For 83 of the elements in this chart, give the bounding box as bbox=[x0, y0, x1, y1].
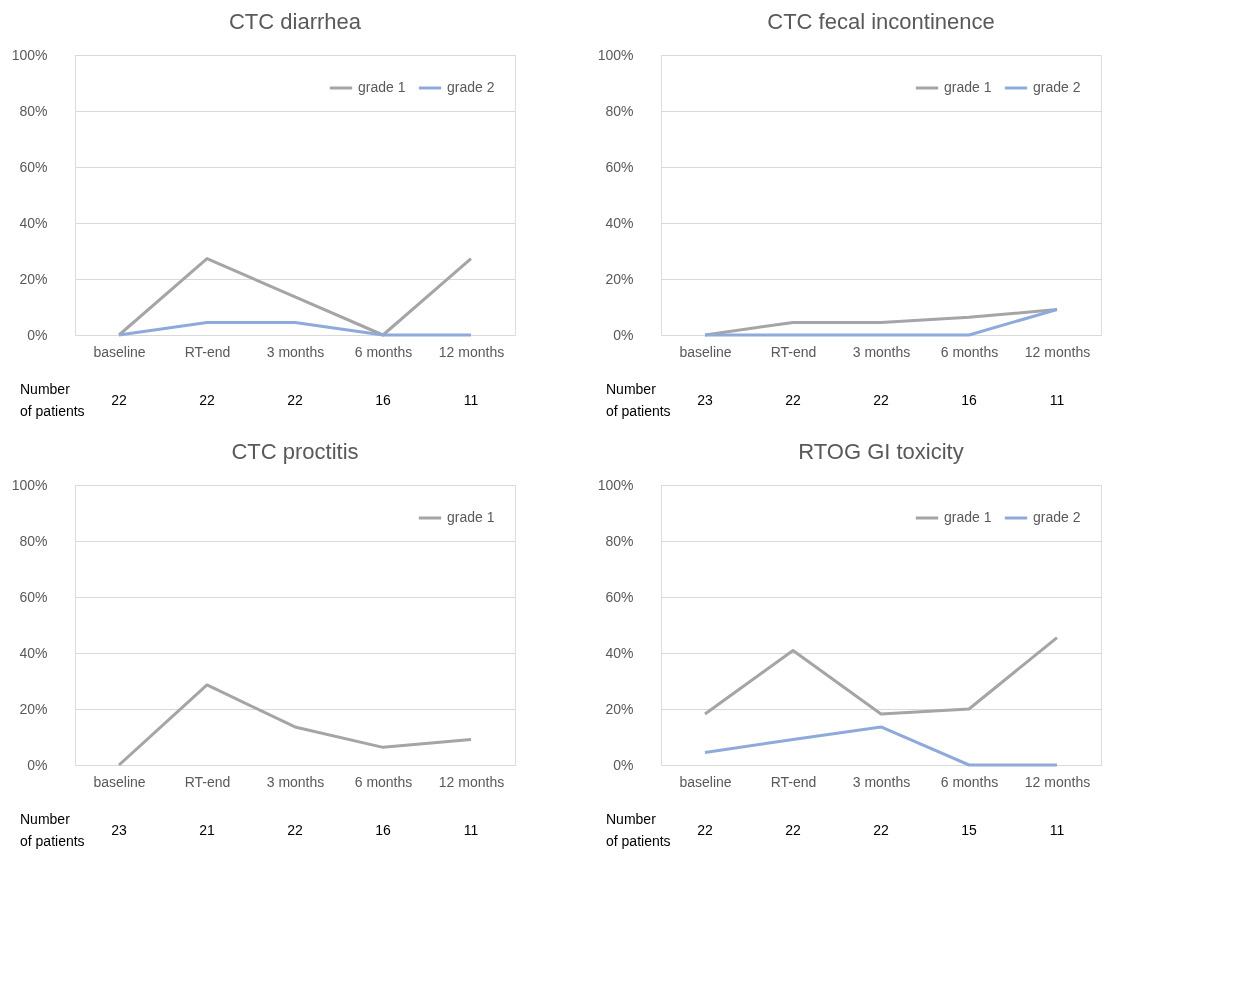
x-tick-label: 3 months bbox=[266, 343, 325, 360]
text: Number of patients bbox=[20, 811, 85, 849]
y-tick-label: 100% bbox=[11, 46, 48, 63]
text: 23 bbox=[111, 822, 127, 838]
line-series bbox=[117, 683, 473, 767]
y-tick-label: 60% bbox=[19, 158, 48, 175]
text: 11 bbox=[463, 822, 479, 838]
text: 16 bbox=[375, 392, 391, 408]
chart-title: CTC diarrhea bbox=[228, 9, 362, 34]
y-tick-label: 40% bbox=[19, 644, 48, 661]
y-tick-label: 60% bbox=[605, 158, 634, 175]
x-tick-label: 12 months bbox=[438, 343, 505, 360]
y-tick-label: 60% bbox=[19, 588, 48, 605]
x-tick-label: baseline bbox=[93, 343, 146, 360]
x-tick-label: baseline bbox=[93, 773, 146, 790]
chart-title: CTC proctitis bbox=[231, 439, 359, 464]
y-tick-label: 20% bbox=[605, 700, 634, 717]
x-tick-label: 3 months bbox=[852, 343, 911, 360]
legend-label: grade 1 bbox=[447, 509, 495, 525]
x-tick-label: 6 months bbox=[354, 773, 413, 790]
y-tick-label: 100% bbox=[597, 46, 634, 63]
text: 22 bbox=[873, 822, 889, 838]
legend-label: grade 2 bbox=[1033, 79, 1081, 95]
legend-label: grade 2 bbox=[1033, 509, 1081, 525]
y-tick-label: 80% bbox=[19, 102, 48, 119]
text: 11 bbox=[1049, 392, 1065, 408]
y-tick-label: 80% bbox=[605, 532, 634, 549]
text: Number of patients bbox=[20, 381, 85, 419]
text: 11 bbox=[1049, 822, 1065, 838]
y-tick-label: 100% bbox=[597, 476, 634, 493]
text: 22 bbox=[785, 822, 801, 838]
x-tick-label: 3 months bbox=[266, 773, 325, 790]
x-tick-label: 6 months bbox=[940, 773, 999, 790]
text: 22 bbox=[111, 392, 127, 408]
chart-title: CTC fecal incontinence bbox=[767, 9, 995, 34]
y-tick-label: 40% bbox=[605, 214, 634, 231]
x-tick-label: 6 months bbox=[354, 343, 413, 360]
text: 22 bbox=[287, 822, 303, 838]
line-series bbox=[703, 636, 1059, 716]
y-tick-label: 40% bbox=[19, 214, 48, 231]
y-tick-label: 0% bbox=[27, 756, 48, 773]
x-tick-label: 12 months bbox=[1024, 343, 1091, 360]
x-tick-label: baseline bbox=[679, 773, 732, 790]
legend-label: grade 2 bbox=[447, 79, 495, 95]
x-tick-label: 6 months bbox=[940, 343, 999, 360]
text: 15 bbox=[961, 822, 977, 838]
y-tick-label: 0% bbox=[27, 326, 48, 343]
x-tick-label: 12 months bbox=[1024, 773, 1091, 790]
legend-label: grade 1 bbox=[944, 79, 992, 95]
y-tick-label: 20% bbox=[19, 270, 48, 287]
text: 22 bbox=[873, 392, 889, 408]
y-tick-label: 20% bbox=[19, 700, 48, 717]
text: 22 bbox=[287, 392, 303, 408]
text: 16 bbox=[961, 392, 977, 408]
text: 23 bbox=[697, 392, 713, 408]
text: 11 bbox=[463, 392, 479, 408]
line-series bbox=[703, 725, 1059, 767]
y-tick-label: 0% bbox=[613, 326, 634, 343]
y-tick-label: 0% bbox=[613, 756, 634, 773]
line-series bbox=[703, 308, 1059, 337]
y-tick-label: 20% bbox=[605, 270, 634, 287]
x-tick-label: RT-end bbox=[770, 773, 817, 790]
x-tick-label: 12 months bbox=[438, 773, 505, 790]
y-tick-label: 80% bbox=[605, 102, 634, 119]
text: 22 bbox=[785, 392, 801, 408]
x-tick-label: RT-end bbox=[184, 773, 231, 790]
text: 21 bbox=[199, 822, 215, 838]
legend-label: grade 1 bbox=[358, 79, 406, 95]
text: Number of patients bbox=[606, 381, 671, 419]
x-tick-label: RT-end bbox=[184, 343, 231, 360]
x-tick-label: 3 months bbox=[852, 773, 911, 790]
y-tick-label: 60% bbox=[605, 588, 634, 605]
text: 16 bbox=[375, 822, 391, 838]
y-tick-label: 100% bbox=[11, 476, 48, 493]
legend-label: grade 1 bbox=[944, 509, 992, 525]
x-tick-label: RT-end bbox=[770, 343, 817, 360]
chart-title: RTOG GI toxicity bbox=[798, 439, 964, 464]
y-tick-label: 80% bbox=[19, 532, 48, 549]
x-tick-label: baseline bbox=[679, 343, 732, 360]
text: 22 bbox=[199, 392, 215, 408]
text: Number of patients bbox=[606, 811, 671, 849]
text: 22 bbox=[697, 822, 713, 838]
y-tick-label: 40% bbox=[605, 644, 634, 661]
